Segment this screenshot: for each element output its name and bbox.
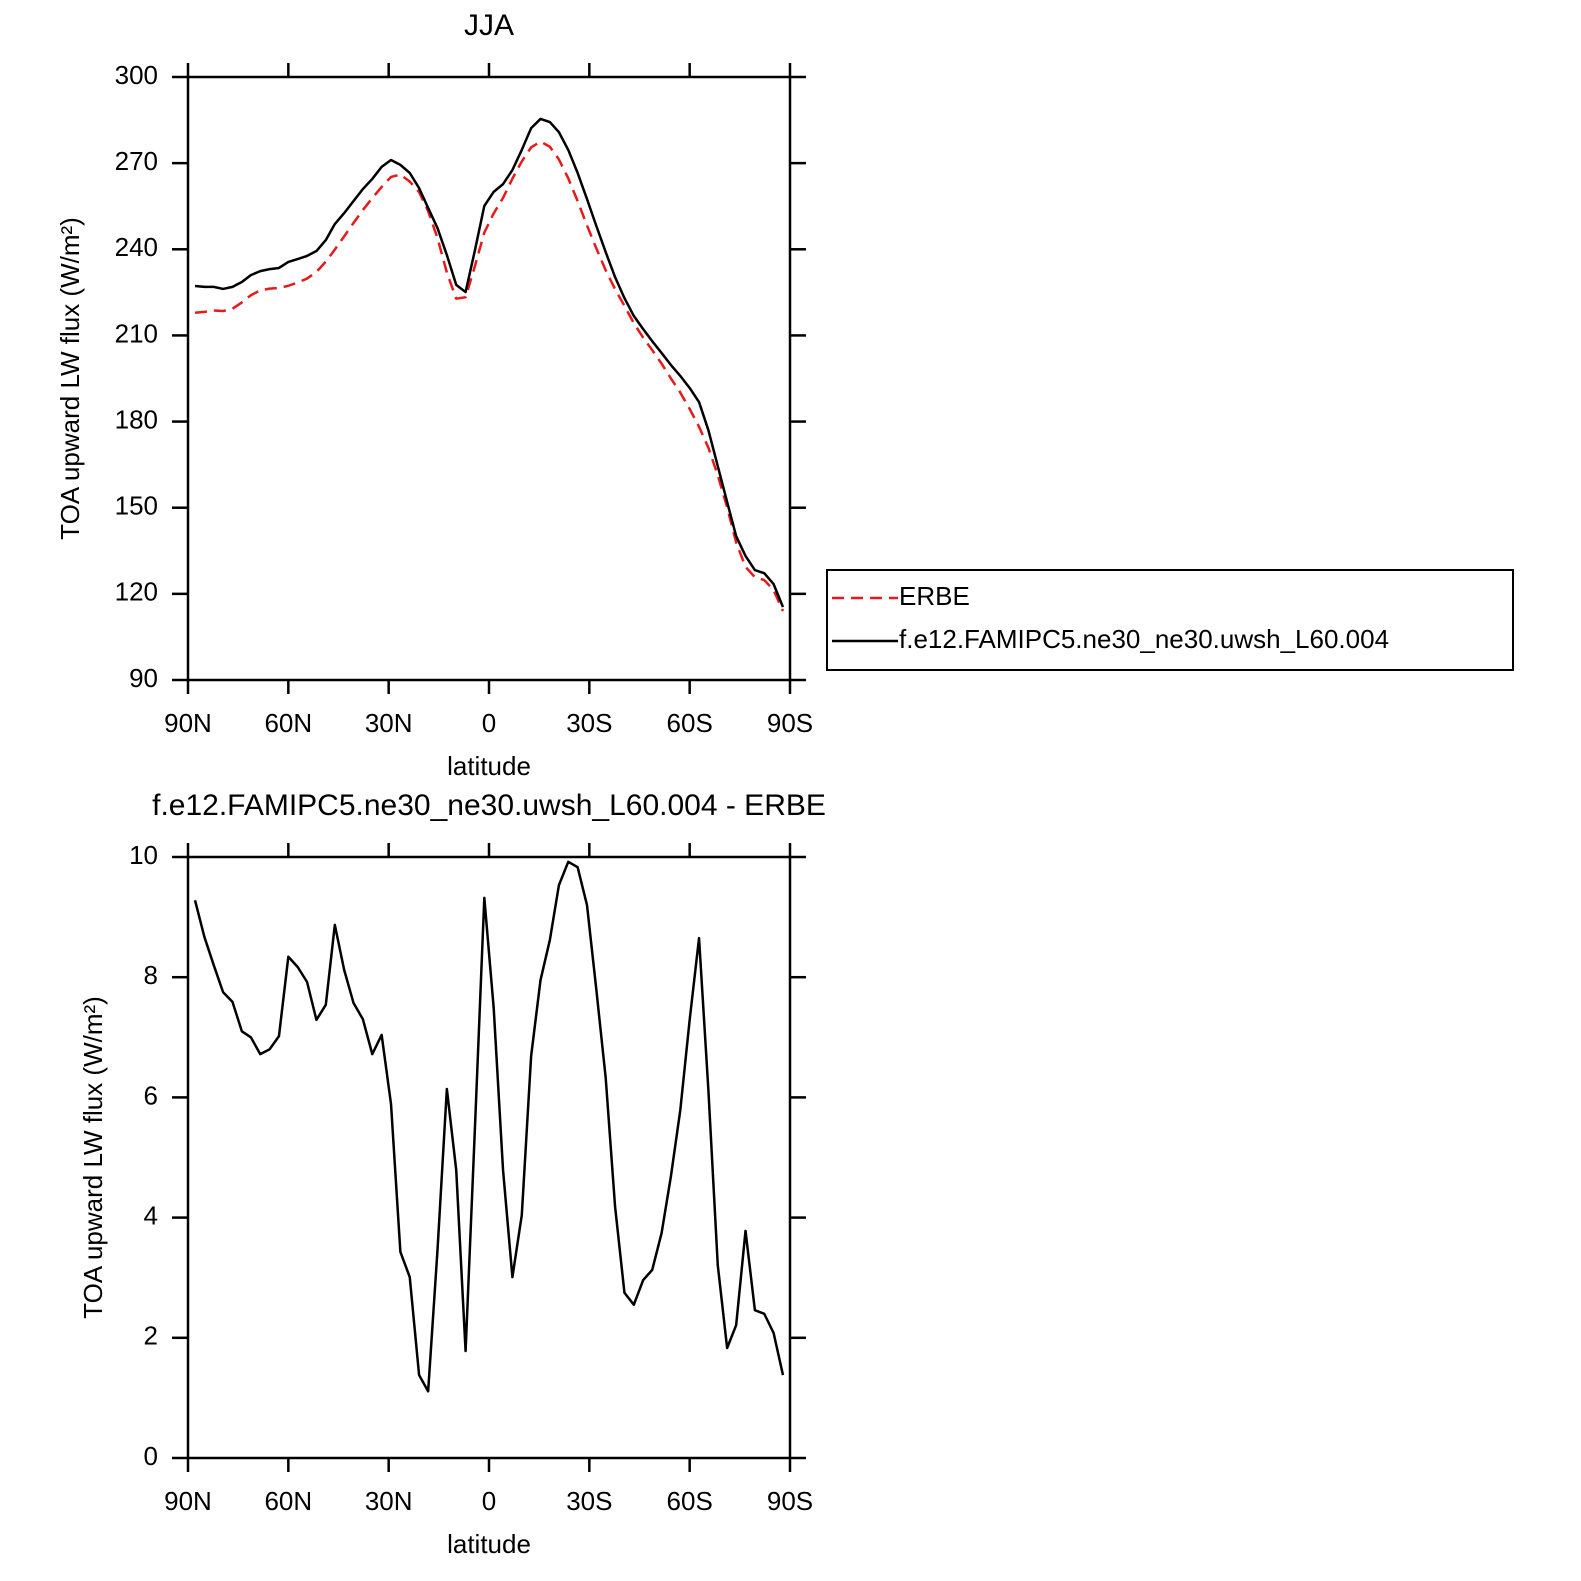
chart-title: f.e12.FAMIPC5.ne30_ne30.uwsh_L60.004 - E… bbox=[152, 789, 826, 822]
data-line bbox=[194, 117, 785, 608]
legend-box bbox=[826, 569, 1514, 671]
y-tick-label: 0 bbox=[144, 1441, 158, 1471]
y-axis-label: TOA upward LW flux (W/m²) bbox=[78, 996, 108, 1319]
x-tick-label: 30N bbox=[365, 708, 413, 738]
y-tick-label: 2 bbox=[144, 1321, 158, 1351]
x-tick-label: 30N bbox=[365, 1486, 413, 1516]
x-tick-label: 60N bbox=[264, 708, 312, 738]
y-tick-label: 270 bbox=[115, 146, 158, 176]
x-axis-label: latitude bbox=[447, 751, 531, 781]
x-tick-label: 90N bbox=[164, 1486, 212, 1516]
legend-label: ERBE bbox=[899, 581, 970, 611]
x-tick-label: 60S bbox=[667, 1486, 713, 1516]
y-tick-label: 8 bbox=[144, 960, 158, 990]
x-tick-label: 0 bbox=[482, 708, 496, 738]
y-tick-label: 210 bbox=[115, 318, 158, 348]
plot-frame bbox=[186, 75, 792, 682]
x-tick-label: 0 bbox=[482, 1486, 496, 1516]
y-tick-label: 4 bbox=[144, 1200, 158, 1230]
y-tick-label: 90 bbox=[129, 663, 158, 693]
y-tick-label: 180 bbox=[115, 404, 158, 434]
legend-label: f.e12.FAMIPC5.ne30_ne30.uwsh_L60.004 bbox=[899, 624, 1389, 654]
x-tick-label: 90S bbox=[767, 708, 813, 738]
y-tick-label: 240 bbox=[115, 232, 158, 262]
y-tick-label: 150 bbox=[115, 491, 158, 521]
chart-title: JJA bbox=[464, 9, 514, 42]
x-tick-label: 60S bbox=[667, 708, 713, 738]
y-tick-label: 6 bbox=[144, 1080, 158, 1110]
data-line bbox=[193, 860, 785, 1393]
x-tick-label: 90S bbox=[767, 1486, 813, 1516]
x-tick-label: 90N bbox=[164, 708, 212, 738]
x-tick-label: 30S bbox=[566, 708, 612, 738]
x-tick-label: 30S bbox=[566, 1486, 612, 1516]
x-tick-label: 60N bbox=[264, 1486, 312, 1516]
data-line bbox=[194, 140, 785, 612]
y-tick-label: 10 bbox=[129, 840, 158, 870]
y-tick-label: 300 bbox=[115, 60, 158, 90]
y-tick-label: 120 bbox=[115, 577, 158, 607]
y-axis-label: TOA upward LW flux (W/m²) bbox=[55, 217, 85, 540]
x-axis-label: latitude bbox=[447, 1529, 531, 1559]
